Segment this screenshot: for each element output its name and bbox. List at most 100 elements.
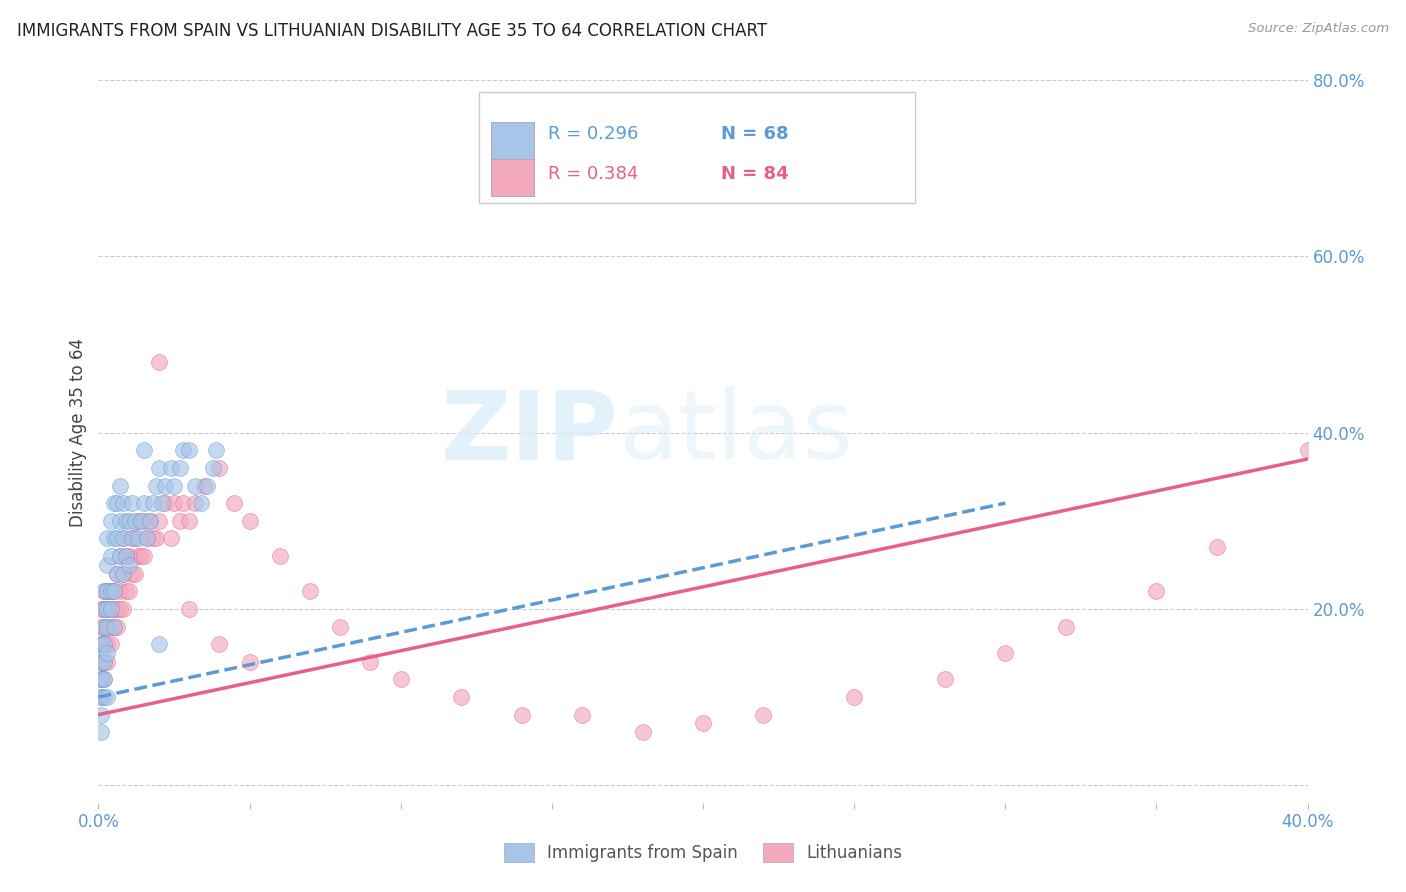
Point — [124, 566, 146, 581]
Point — [103, 584, 125, 599]
Point — [132, 443, 155, 458]
Point — [145, 478, 167, 492]
Point — [127, 549, 149, 563]
Point — [108, 549, 131, 563]
Point — [179, 443, 201, 458]
Point — [93, 673, 115, 687]
Point — [205, 443, 228, 458]
Point — [132, 514, 155, 528]
Point — [844, 690, 866, 704]
Point — [153, 496, 176, 510]
Point — [135, 532, 157, 546]
Y-axis label: Disability Age 35 to 64: Disability Age 35 to 64 — [69, 338, 87, 527]
Point — [139, 514, 162, 528]
Point — [153, 478, 176, 492]
Point — [93, 637, 115, 651]
Point — [752, 707, 775, 722]
Point — [96, 655, 118, 669]
Point — [96, 558, 118, 572]
Point — [169, 461, 191, 475]
Point — [118, 584, 141, 599]
Point — [132, 496, 155, 510]
Point — [389, 673, 412, 687]
Point — [96, 532, 118, 546]
Point — [994, 646, 1017, 660]
Point — [239, 655, 262, 669]
Point — [118, 558, 141, 572]
Point — [90, 602, 112, 616]
Point — [105, 566, 128, 581]
Point — [100, 514, 122, 528]
Point — [129, 549, 152, 563]
Point — [132, 549, 155, 563]
Point — [100, 584, 122, 599]
Point — [96, 584, 118, 599]
Point — [160, 532, 183, 546]
Point — [93, 655, 115, 669]
Point — [105, 532, 128, 546]
Text: N = 68: N = 68 — [721, 126, 789, 144]
Point — [90, 725, 112, 739]
Point — [96, 637, 118, 651]
Point — [111, 566, 134, 581]
Point — [103, 532, 125, 546]
Point — [90, 707, 112, 722]
Point — [103, 496, 125, 510]
Point — [100, 584, 122, 599]
Point — [172, 496, 194, 510]
Point — [1054, 619, 1077, 633]
Point — [103, 619, 125, 633]
Point — [105, 602, 128, 616]
Point — [127, 532, 149, 546]
Point — [224, 496, 246, 510]
Point — [90, 655, 112, 669]
Point — [103, 584, 125, 599]
Point — [450, 690, 472, 704]
Point — [93, 619, 115, 633]
Point — [108, 514, 131, 528]
Point — [169, 514, 191, 528]
Point — [93, 655, 115, 669]
Point — [184, 478, 207, 492]
FancyBboxPatch shape — [479, 92, 915, 203]
Point — [96, 646, 118, 660]
Point — [1144, 584, 1167, 599]
Point — [148, 355, 170, 369]
Point — [121, 566, 143, 581]
Point — [179, 514, 201, 528]
Point — [90, 690, 112, 704]
Point — [108, 549, 131, 563]
Point — [148, 514, 170, 528]
Text: IMMIGRANTS FROM SPAIN VS LITHUANIAN DISABILITY AGE 35 TO 64 CORRELATION CHART: IMMIGRANTS FROM SPAIN VS LITHUANIAN DISA… — [17, 22, 768, 40]
Point — [114, 549, 136, 563]
Point — [163, 496, 186, 510]
Point — [510, 707, 533, 722]
Point — [103, 619, 125, 633]
Point — [114, 514, 136, 528]
Point — [208, 637, 231, 651]
Text: ZIP: ZIP — [440, 386, 619, 479]
Point — [114, 549, 136, 563]
Point — [90, 619, 112, 633]
Point — [93, 602, 115, 616]
Point — [121, 496, 143, 510]
Point — [100, 602, 122, 616]
Point — [105, 619, 128, 633]
Point — [121, 532, 143, 546]
Point — [93, 637, 115, 651]
Point — [195, 478, 218, 492]
Point — [96, 584, 118, 599]
Point — [360, 655, 382, 669]
Point — [934, 673, 956, 687]
Point — [105, 566, 128, 581]
Point — [103, 602, 125, 616]
Point — [100, 549, 122, 563]
Point — [90, 673, 112, 687]
Point — [108, 602, 131, 616]
Point — [90, 673, 112, 687]
Point — [96, 602, 118, 616]
Point — [571, 707, 593, 722]
Legend: Immigrants from Spain, Lithuanians: Immigrants from Spain, Lithuanians — [498, 836, 908, 869]
Point — [118, 514, 141, 528]
Point — [105, 496, 128, 510]
